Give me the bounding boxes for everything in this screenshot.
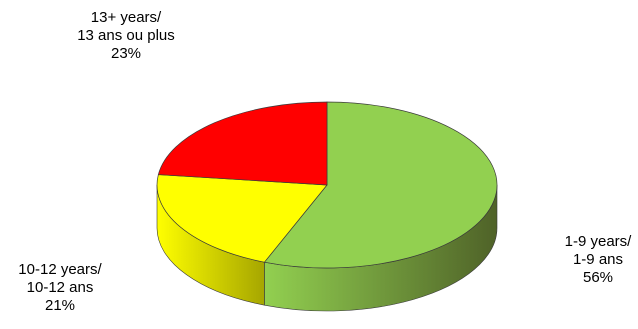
pie-slice-2 bbox=[157, 101, 328, 186]
pie-slice-1 bbox=[156, 174, 328, 263]
slice-label-2-line-1: 13 ans ou plus bbox=[77, 27, 175, 44]
slice-label-2-line-0: 13+ years/ bbox=[91, 9, 162, 26]
pie-tops bbox=[156, 101, 498, 269]
pie-slice-0 bbox=[263, 101, 498, 269]
slice-label-1: 10-12 years/10-12 ans 21% bbox=[18, 261, 102, 314]
slice-label-0-line-1: 1-9 ans bbox=[573, 251, 623, 268]
slice-label-2-line-2: 23% bbox=[111, 45, 141, 62]
slice-label-1-line-0: 10-12 years/ bbox=[18, 261, 102, 278]
slice-label-2: 13+ years/13 ans ou plus 23% bbox=[77, 9, 175, 62]
slice-label-0-line-2: 56% bbox=[583, 269, 613, 286]
slice-label-1-line-2: 21% bbox=[45, 297, 75, 314]
pie-labels: 1-9 years/1-9 ans 56% 10-12 years/10-12 an… bbox=[18, 9, 632, 314]
slice-label-1-line-1: 10-12 ans bbox=[27, 279, 94, 296]
slice-label-0: 1-9 years/1-9 ans 56% bbox=[565, 233, 633, 286]
slice-label-0-line-0: 1-9 years/ bbox=[565, 233, 633, 250]
